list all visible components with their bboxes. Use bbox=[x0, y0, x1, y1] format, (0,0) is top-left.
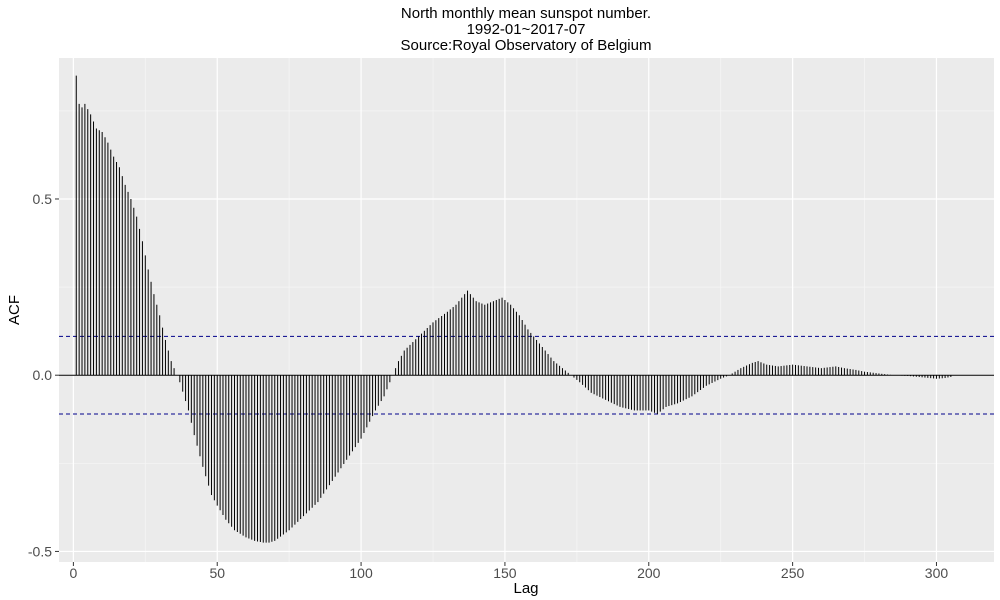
x-tick-label: 100 bbox=[349, 565, 373, 581]
acf-bars bbox=[59, 75, 994, 543]
y-axis-label: ACF bbox=[6, 295, 23, 325]
x-tick-label: 300 bbox=[925, 565, 949, 581]
x-tick-label: 150 bbox=[493, 565, 517, 581]
x-tick-label: 200 bbox=[637, 565, 661, 581]
x-tick-label: 0 bbox=[69, 565, 77, 581]
chart-title-line-3: Source:Royal Observatory of Belgium bbox=[401, 37, 652, 54]
chart-title-line-1: North monthly mean sunspot number. bbox=[401, 5, 651, 22]
chart-title-line-2: 1992-01~2017-07 bbox=[467, 21, 586, 38]
x-tick-label: 250 bbox=[781, 565, 805, 581]
y-tick-label: -0.5 bbox=[28, 543, 52, 559]
y-tick-label: 0.0 bbox=[33, 367, 53, 383]
x-axis-label: Lag bbox=[513, 580, 538, 597]
axis-ticks: 0 50 100 150 200 250 300 -0.5 0.0 0.5 bbox=[28, 191, 948, 581]
y-tick-label: 0.5 bbox=[33, 191, 53, 207]
plot-panel bbox=[59, 58, 994, 562]
x-tick-label: 50 bbox=[209, 565, 225, 581]
